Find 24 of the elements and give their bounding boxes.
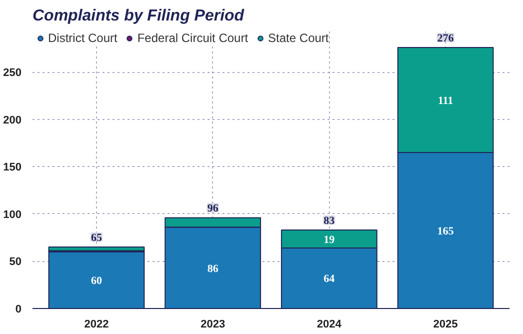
data-label: 64 [324,273,336,286]
data-label: 19 [324,234,336,246]
legend-label: Federal Circuit Court [137,31,248,45]
total-label: 276 [437,32,454,44]
total-label: 83 [324,215,336,227]
data-label: 86 [207,262,219,275]
y-tick-label: 50 [9,256,22,268]
x-tick-label: 2025 [433,318,458,330]
data-label: 111 [438,94,454,107]
legend-label: District Court [48,31,118,45]
y-tick-label: 150 [3,162,22,174]
chart-title: Complaints by Filing Period [32,8,246,24]
y-tick-label: 250 [3,67,22,80]
x-tick-label: 2023 [200,318,226,330]
data-label: 60 [90,275,102,288]
y-tick-label: 0 [15,304,22,316]
x-tick-label: 2024 [316,318,342,330]
data-label: 165 [437,225,454,238]
total-label: 65 [90,232,102,244]
legend-label: State Court [268,31,329,45]
total-label: 96 [207,202,219,215]
y-tick-label: 200 [3,114,22,126]
x-tick-label: 2022 [84,318,109,330]
y-tick-label: 100 [3,208,22,221]
